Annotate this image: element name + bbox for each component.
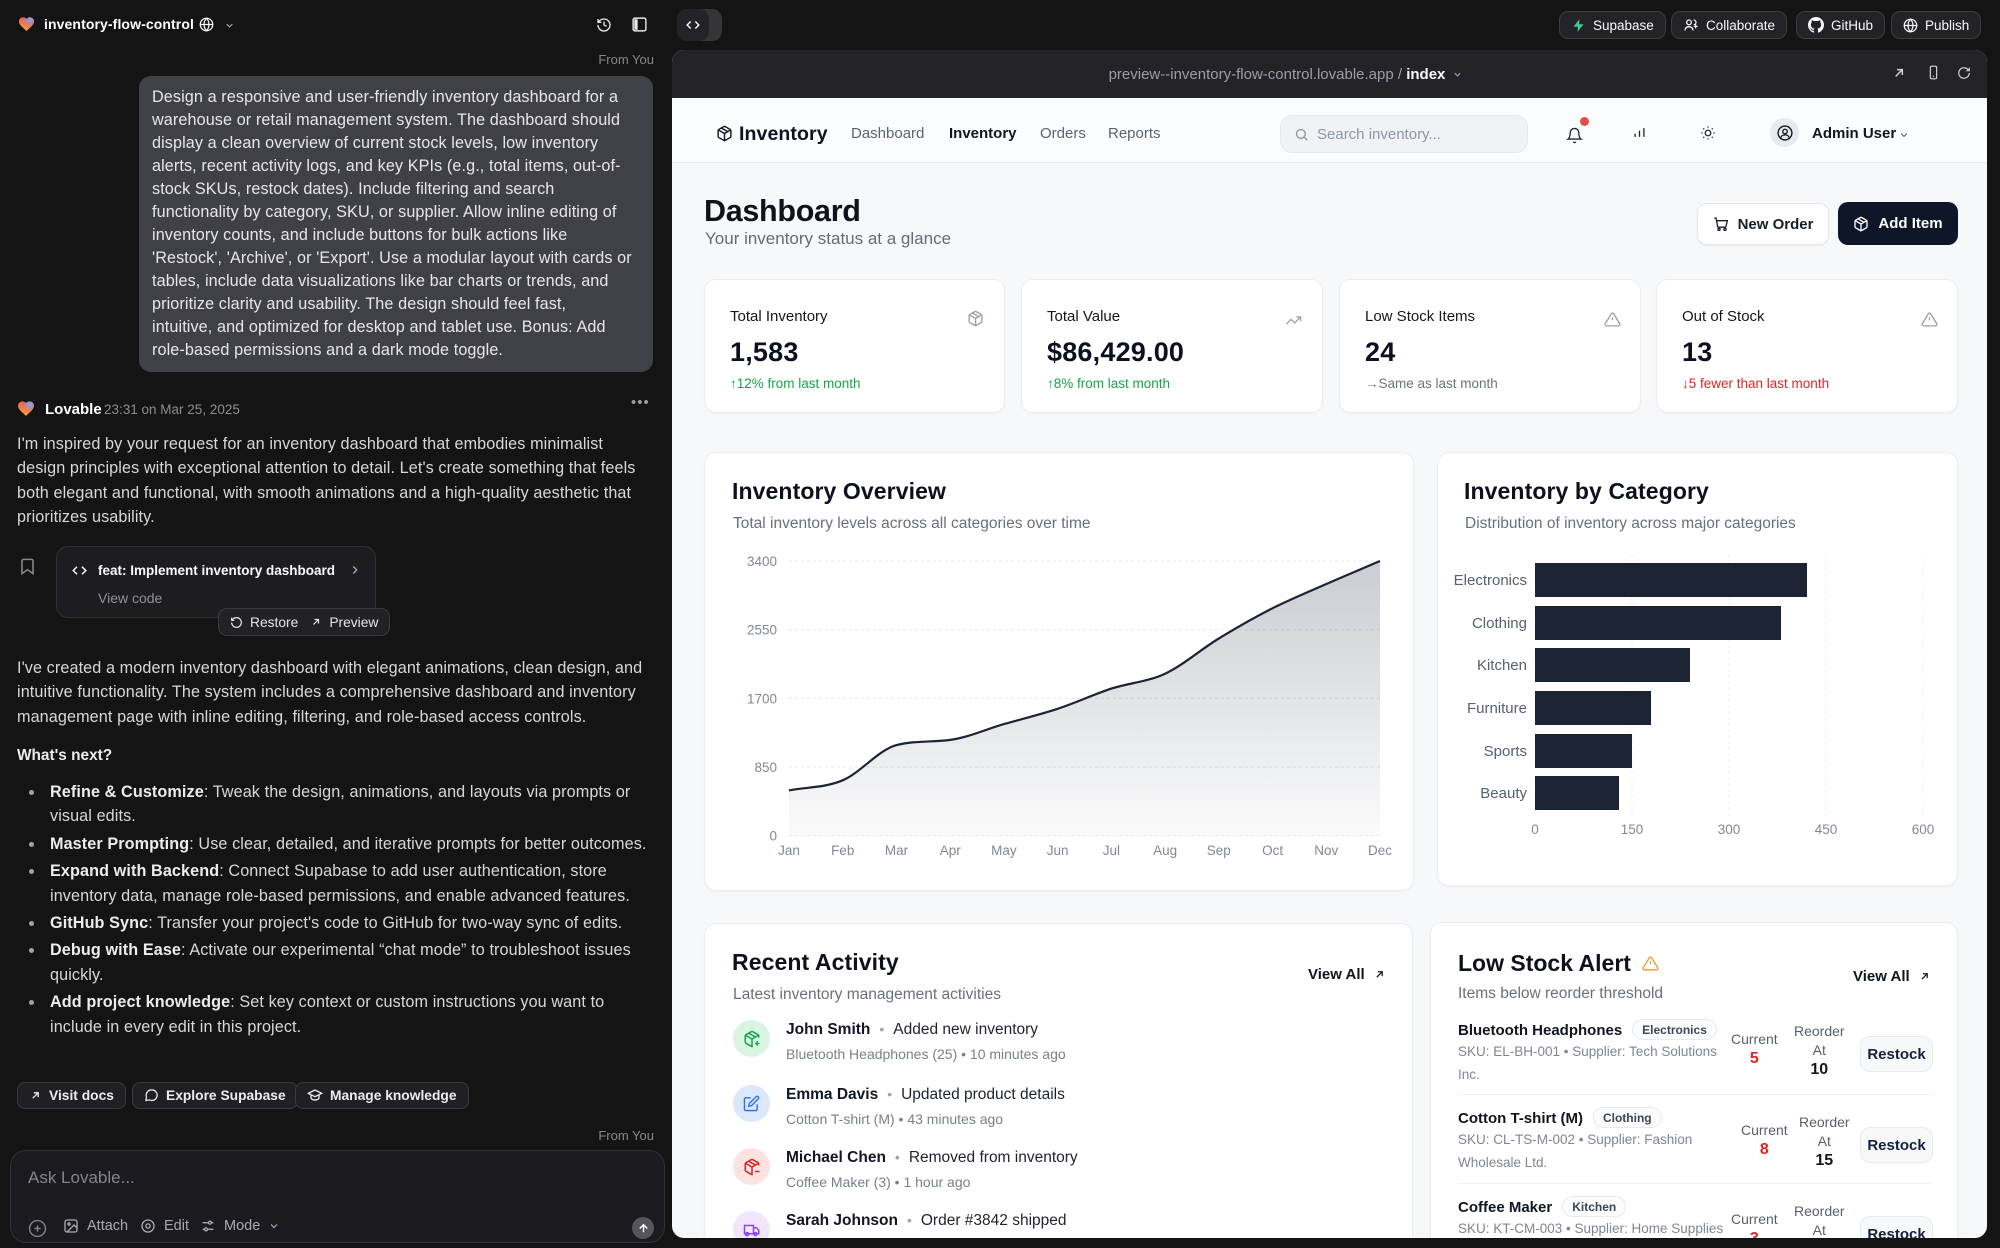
svg-text:Clothing: Clothing xyxy=(1472,615,1527,632)
svg-text:850: 850 xyxy=(754,760,777,775)
svg-text:Jul: Jul xyxy=(1103,843,1120,858)
svg-text:May: May xyxy=(991,843,1017,858)
svg-text:Jun: Jun xyxy=(1047,843,1069,858)
svg-text:600: 600 xyxy=(1912,822,1935,837)
svg-text:1700: 1700 xyxy=(747,691,777,706)
svg-text:450: 450 xyxy=(1815,822,1838,837)
svg-text:Apr: Apr xyxy=(940,843,962,858)
svg-text:Sep: Sep xyxy=(1207,843,1231,858)
svg-text:Feb: Feb xyxy=(831,843,854,858)
svg-text:Mar: Mar xyxy=(885,843,909,858)
svg-text:2550: 2550 xyxy=(747,623,777,638)
svg-text:Dec: Dec xyxy=(1368,843,1392,858)
svg-text:150: 150 xyxy=(1621,822,1644,837)
svg-text:0: 0 xyxy=(1531,822,1539,837)
svg-text:Nov: Nov xyxy=(1314,843,1338,858)
svg-text:Sports: Sports xyxy=(1484,743,1527,760)
svg-text:Jan: Jan xyxy=(778,843,800,858)
svg-text:Furniture: Furniture xyxy=(1467,700,1527,717)
svg-text:Oct: Oct xyxy=(1262,843,1283,858)
svg-text:Kitchen: Kitchen xyxy=(1477,657,1527,674)
svg-text:0: 0 xyxy=(769,829,777,844)
svg-text:3400: 3400 xyxy=(747,554,777,569)
svg-text:Electronics: Electronics xyxy=(1454,572,1527,589)
svg-text:Beauty: Beauty xyxy=(1480,785,1527,802)
svg-text:Aug: Aug xyxy=(1153,843,1177,858)
svg-text:300: 300 xyxy=(1718,822,1741,837)
